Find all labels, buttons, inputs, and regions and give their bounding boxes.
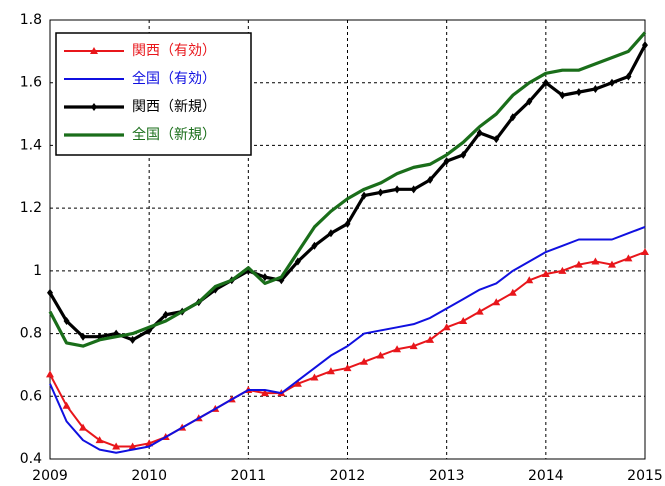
x-tick-label: 2014 (528, 468, 564, 484)
legend-label: 関西（新規） (132, 99, 216, 115)
x-tick-label: 2013 (429, 468, 465, 484)
data-point (261, 273, 268, 282)
legend-marker (90, 47, 98, 54)
data-point (559, 91, 566, 100)
data-point (63, 317, 70, 326)
legend-label: 関西（有効） (132, 43, 216, 59)
data-point (541, 269, 550, 277)
data-point (508, 288, 517, 296)
plot-frame (49, 19, 646, 460)
data-point (394, 185, 401, 194)
data-point (294, 257, 301, 266)
x-tick-label: 2010 (131, 468, 167, 484)
data-point (526, 97, 533, 106)
data-point (80, 332, 87, 341)
data-point (260, 389, 269, 397)
series-line (48, 31, 647, 348)
data-point (310, 373, 319, 381)
data-point (62, 401, 71, 409)
data-point (443, 157, 450, 166)
data-point (608, 78, 615, 87)
y-tick-label: 0.6 (20, 388, 42, 404)
data-point (79, 423, 88, 431)
data-point (460, 150, 467, 159)
data-point (459, 317, 468, 325)
data-point (46, 370, 54, 378)
data-point (47, 288, 53, 297)
data-point (641, 248, 649, 256)
data-point (162, 310, 169, 319)
legend-label: 全国（新規） (132, 126, 216, 143)
legend-label: 全国（有効） (132, 70, 216, 87)
data-point (393, 345, 402, 353)
data-point (95, 436, 104, 444)
data-point (592, 84, 599, 93)
legend-marker (91, 103, 97, 111)
y-tick-label: 0.4 (20, 451, 42, 467)
data-point (558, 266, 567, 274)
data-point (509, 113, 516, 122)
x-tick-label: 2009 (32, 468, 68, 484)
data-point (361, 191, 368, 200)
y-tick-label: 0.8 (20, 326, 42, 342)
y-tick-label: 1.8 (20, 12, 42, 28)
data-point (311, 241, 318, 250)
data-point (409, 342, 418, 350)
data-point (377, 188, 384, 197)
data-point (607, 260, 616, 268)
data-point (625, 72, 632, 81)
data-point (344, 219, 351, 228)
data-point (442, 323, 451, 331)
data-point (575, 88, 582, 97)
data-point (542, 78, 549, 87)
data-point (343, 364, 352, 372)
data-point (475, 307, 484, 315)
data-point (360, 357, 369, 365)
data-point (492, 298, 501, 306)
y-tick-label: 1 (33, 263, 42, 279)
data-point (426, 335, 435, 343)
data-point (493, 135, 500, 144)
data-point (128, 442, 137, 450)
series-line (49, 226, 646, 454)
x-tick-label: 2015 (627, 468, 663, 484)
y-tick-label: 1.4 (20, 137, 42, 153)
x-tick-label: 2011 (231, 468, 267, 484)
data-point (624, 254, 633, 262)
y-tick-label: 1.6 (20, 75, 42, 91)
data-point (376, 351, 385, 359)
data-point (591, 257, 600, 265)
data-point (476, 128, 483, 137)
data-point (574, 260, 583, 268)
data-point (642, 41, 648, 50)
data-point (410, 185, 417, 194)
y-tick-label: 1.2 (20, 200, 42, 216)
data-point (326, 367, 335, 375)
data-point (327, 229, 334, 238)
x-tick-label: 2012 (330, 468, 366, 484)
data-point (112, 442, 121, 450)
data-point (293, 379, 302, 387)
data-point (525, 276, 534, 284)
data-point (129, 335, 136, 344)
data-point (427, 175, 434, 184)
